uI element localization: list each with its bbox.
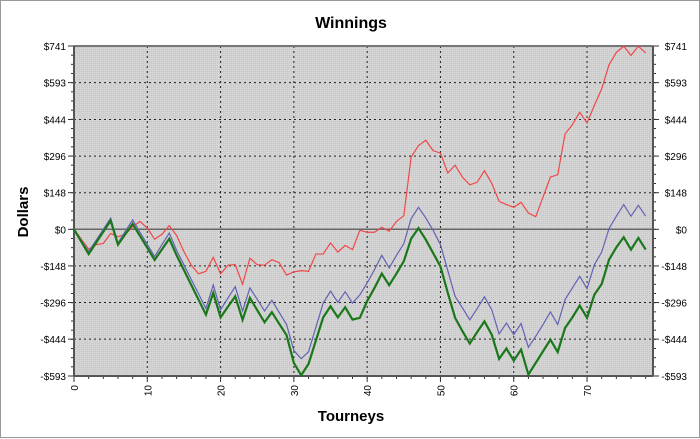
y-tick-label-left: $444 xyxy=(44,115,67,126)
x-tick-label: 0 xyxy=(70,385,81,391)
y-tick-label-left: $148 xyxy=(44,189,67,200)
y-tick-label-left: -$593 xyxy=(40,372,66,383)
y-tick-label-right: -$296 xyxy=(661,299,687,310)
y-axis-label: Dollars xyxy=(15,187,32,238)
y-tick-label-right: $593 xyxy=(665,79,688,90)
x-tick-label: 70 xyxy=(583,385,594,397)
y-tick-label-left: $296 xyxy=(44,152,67,163)
series-line-3 xyxy=(73,218,647,378)
y-tick-label-right: $0 xyxy=(676,225,688,236)
y-tick-label-left: -$444 xyxy=(40,335,66,346)
y-tick-label-left: $741 xyxy=(44,42,67,53)
series-line-1 xyxy=(73,45,647,287)
y-tick-label-left: $0 xyxy=(55,225,67,236)
y-tick-label-right: $741 xyxy=(665,42,688,53)
x-axis-label: Tourneys xyxy=(318,408,384,425)
plot-area xyxy=(74,46,653,376)
chart-title: Winnings xyxy=(315,15,387,32)
x-tick-label: 30 xyxy=(290,385,301,397)
y-tick-label-right: -$148 xyxy=(661,262,687,273)
x-tick-label: 40 xyxy=(363,385,374,397)
y-tick-label-right: -$593 xyxy=(661,372,687,383)
x-tick-label: 10 xyxy=(143,385,154,397)
y-tick-label-left: -$296 xyxy=(40,299,66,310)
y-tick-label-left: $593 xyxy=(44,79,67,90)
y-tick-label-right: $444 xyxy=(665,115,688,126)
y-tick-label-right: -$444 xyxy=(661,335,687,346)
y-tick-label-left: -$148 xyxy=(40,262,66,273)
y-tick-label-right: $296 xyxy=(665,152,688,163)
series-line-2 xyxy=(73,203,647,360)
x-tick-label: 20 xyxy=(217,385,228,397)
x-tick-label: 50 xyxy=(436,385,447,397)
y-tick-label-right: $148 xyxy=(665,189,688,200)
x-tick-label: 60 xyxy=(510,385,521,397)
